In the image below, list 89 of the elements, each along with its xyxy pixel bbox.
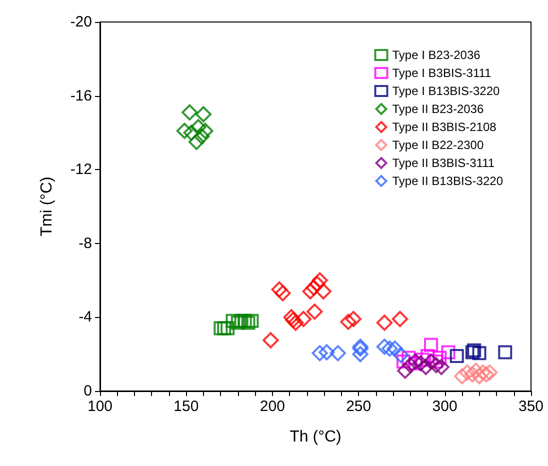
point [376,314,393,331]
point [340,314,356,330]
point [330,345,346,362]
point [195,106,212,122]
point [402,357,418,374]
point [262,332,279,348]
point [386,340,403,357]
point [459,364,476,381]
point [471,368,488,384]
y-tick-label: -12 [70,161,92,178]
y-tick-label: -4 [78,308,92,326]
point [182,104,198,120]
point [429,354,444,368]
point [220,321,235,336]
legend-label: Type II B13BIS-3220 [392,174,504,188]
x-tick-label: 100 [87,398,113,415]
point [241,316,256,330]
point [309,276,326,292]
point [312,272,328,288]
point [422,353,440,370]
legend-label: Type II B3BIS-2108 [392,120,497,134]
point [468,362,484,379]
point [197,122,214,139]
y-tick-label: -8 [78,234,92,252]
point [407,353,424,370]
legend-label: Type II B23-2036 [392,102,484,116]
point [288,314,304,331]
point [306,304,323,320]
point [183,124,200,141]
point [464,366,480,382]
point [271,281,288,298]
point [176,122,193,139]
point [450,348,464,363]
x-tick-label: 150 [174,398,199,415]
point [230,316,245,330]
point [188,134,205,150]
point [295,310,312,328]
point [214,321,228,336]
legend-label: Type II B22-2300 [392,138,484,152]
point [312,345,328,362]
point [392,310,408,328]
point [418,358,434,376]
point [392,346,409,364]
point [433,358,450,376]
point [424,338,438,352]
point [397,362,414,379]
point [454,368,470,384]
y-tick-label: -20 [70,14,92,30]
x-tick-label: 200 [260,398,285,415]
point [285,312,302,328]
point [274,285,291,302]
legend-label: Type I B23-2036 [392,48,481,62]
point [226,314,240,328]
y-tick-label: 0 [84,382,92,400]
point [194,128,210,144]
point [352,346,368,362]
x-tick-label: 250 [346,398,372,415]
x-tick-label: 300 [432,398,458,415]
y-axis-title: Tmi (°C) [38,176,56,236]
point [302,283,318,300]
point [474,364,491,381]
point [428,357,444,374]
point [190,119,206,136]
legend-label: Type II B3BIS-3111 [392,156,495,170]
point [217,321,232,336]
point [415,352,430,367]
point [238,314,252,328]
point [498,345,512,360]
point [306,280,322,296]
point [345,310,362,328]
point [283,309,300,326]
y-tick-label: -16 [70,87,92,104]
point [315,283,332,300]
point [244,314,259,328]
point [402,350,416,365]
point [382,340,398,357]
point [478,366,494,382]
x-tick-label: 350 [518,398,544,415]
point [482,364,498,381]
legend-label: Type I B13BIS-3220 [392,84,500,98]
point [318,344,335,360]
x-axis-title: Th (°C) [290,428,342,446]
point [441,345,456,360]
point [412,355,429,372]
point [472,346,486,360]
point [376,338,393,355]
point [432,350,447,365]
point [234,314,248,328]
legend-label: Type I B3BIS-3111 [392,66,492,80]
